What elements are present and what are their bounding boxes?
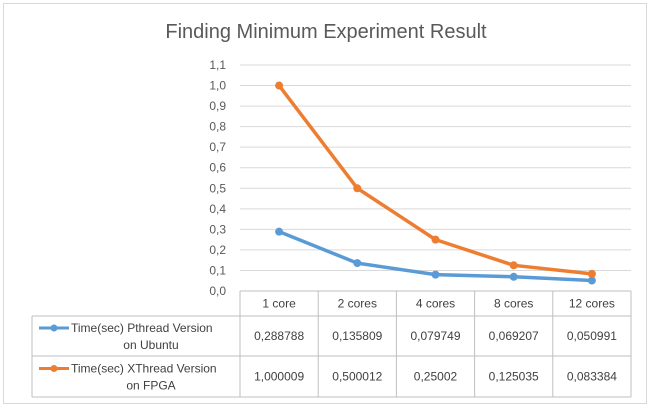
x-category-label: 8 cores [494,297,533,311]
data-value-label: 0,079749 [410,329,460,343]
y-tick-label: 0,8 [209,120,226,134]
chart-title: Finding Minimum Experiment Result [165,21,487,43]
data-value-label: 0,25002 [414,370,458,384]
legend-key-marker [50,365,58,372]
x-category-label: 12 cores [569,297,615,311]
y-tick-label: 0,5 [209,181,226,195]
series-line [277,83,594,276]
x-category-label: 2 cores [338,297,377,311]
y-tick-label: 0,0 [209,284,226,298]
data-value-label: 0,125035 [489,370,539,384]
data-point [587,269,596,278]
x-category-label: 4 cores [416,297,455,311]
legend-key-marker [50,324,58,332]
series-lines [275,81,596,285]
data-value-label: 0,050991 [567,329,617,343]
data-point [431,235,440,244]
data-point [509,272,518,281]
data-value-label: 0,288788 [254,329,304,343]
data-point [353,184,362,193]
data-value-label: 0,500012 [332,370,382,384]
data-point [431,270,440,279]
data-point [275,81,284,90]
y-tick-label: 0,2 [209,243,226,257]
y-axis-ticks: 0,0 0,1 0,2 0,3 0,4 0,5 0,6 0,7 0,8 0,9 1,0 1,1 [209,58,226,298]
x-category-label: 1 core [262,297,296,311]
y-tick-label: 1,0 [209,79,226,93]
series-name: on Ubuntu [123,338,178,352]
series-name: Time(sec) XThread Version [71,362,217,376]
y-tick-label: 0,4 [209,202,226,216]
y-tick-label: 0,6 [209,161,226,175]
y-tick-label: 0,7 [209,140,226,154]
y-tick-label: 0,3 [209,222,226,236]
series-name: on FPGA [126,379,175,393]
y-tick-label: 1,1 [209,58,226,72]
data-table: 1 core 2 cores 4 cores 8 cores 12 cores Time(… [31,290,632,398]
chart-frame [3,3,647,404]
data-value-label: 0,135809 [332,329,382,343]
data-value-label: 1,000009 [254,370,304,384]
data-point [353,259,362,268]
data-value-label: 0,083384 [567,370,617,384]
data-point [275,227,284,236]
y-tick-label: 0,1 [209,263,226,277]
data-value-label: 0,069207 [489,329,539,343]
series-name: Time(sec) Pthread Version [71,321,213,335]
y-tick-label: 0,9 [209,99,226,113]
data-point [587,276,596,285]
data-point [509,261,518,270]
